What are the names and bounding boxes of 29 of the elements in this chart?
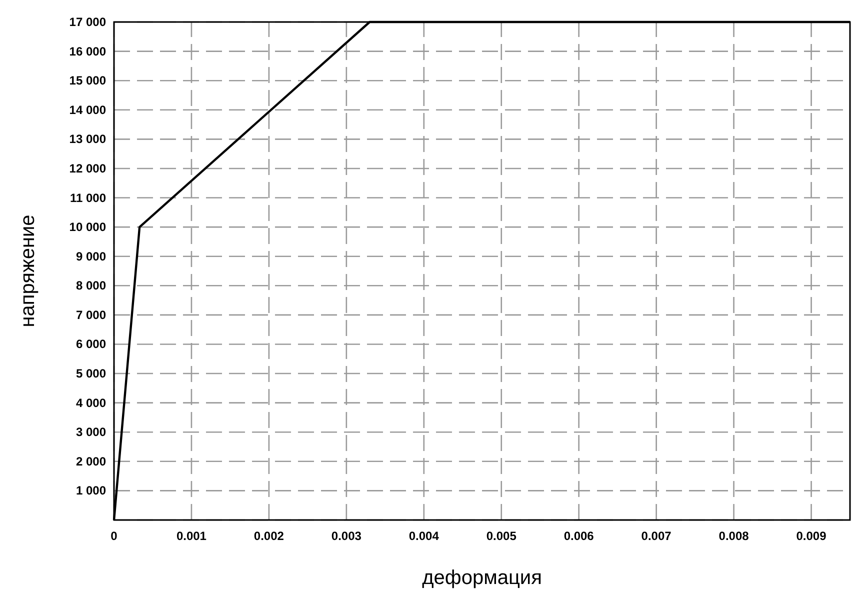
x-tick-label: 0.008 [718,529,750,543]
y-tick-label: 14 000 [69,102,106,117]
y-tick-label: 6 000 [76,337,106,352]
x-tick-label: 0.005 [486,529,517,543]
y-tick-label: 1 000 [76,484,106,498]
y-tick-label: 13 000 [69,132,106,146]
x-tick-label: 0.002 [254,529,284,543]
x-tick-label: 0.004 [408,529,440,543]
x-tick-label: 0.006 [564,529,594,543]
x-tick-label: 0.001 [176,529,207,543]
x-tick-label: 0.007 [641,529,672,543]
y-tick-label: 9 000 [76,249,106,264]
y-tick-label: 16 000 [69,44,106,58]
y-tick-label: 4 000 [76,396,106,410]
x-axis-title: деформация [422,567,542,589]
y-tick-label: 10 000 [69,220,106,234]
y-tick-label: 11 000 [70,190,106,205]
y-tick-label: 12 000 [69,161,106,176]
y-tick-label: 8 000 [76,278,106,293]
y-tick-label: 5 000 [76,366,106,381]
y-tick-label: 15 000 [69,74,106,88]
x-tick-label: 0 [110,529,118,543]
y-tick-label: 3 000 [76,425,106,440]
y-tick-label: 17 000 [69,15,106,29]
y-tick-label: 2 000 [76,454,106,468]
y-tick-label: 7 000 [76,308,106,322]
x-tick-label: 0.009 [796,529,827,543]
x-tick-label: 0.003 [331,529,362,543]
y-axis-title: напряжение [17,214,39,328]
